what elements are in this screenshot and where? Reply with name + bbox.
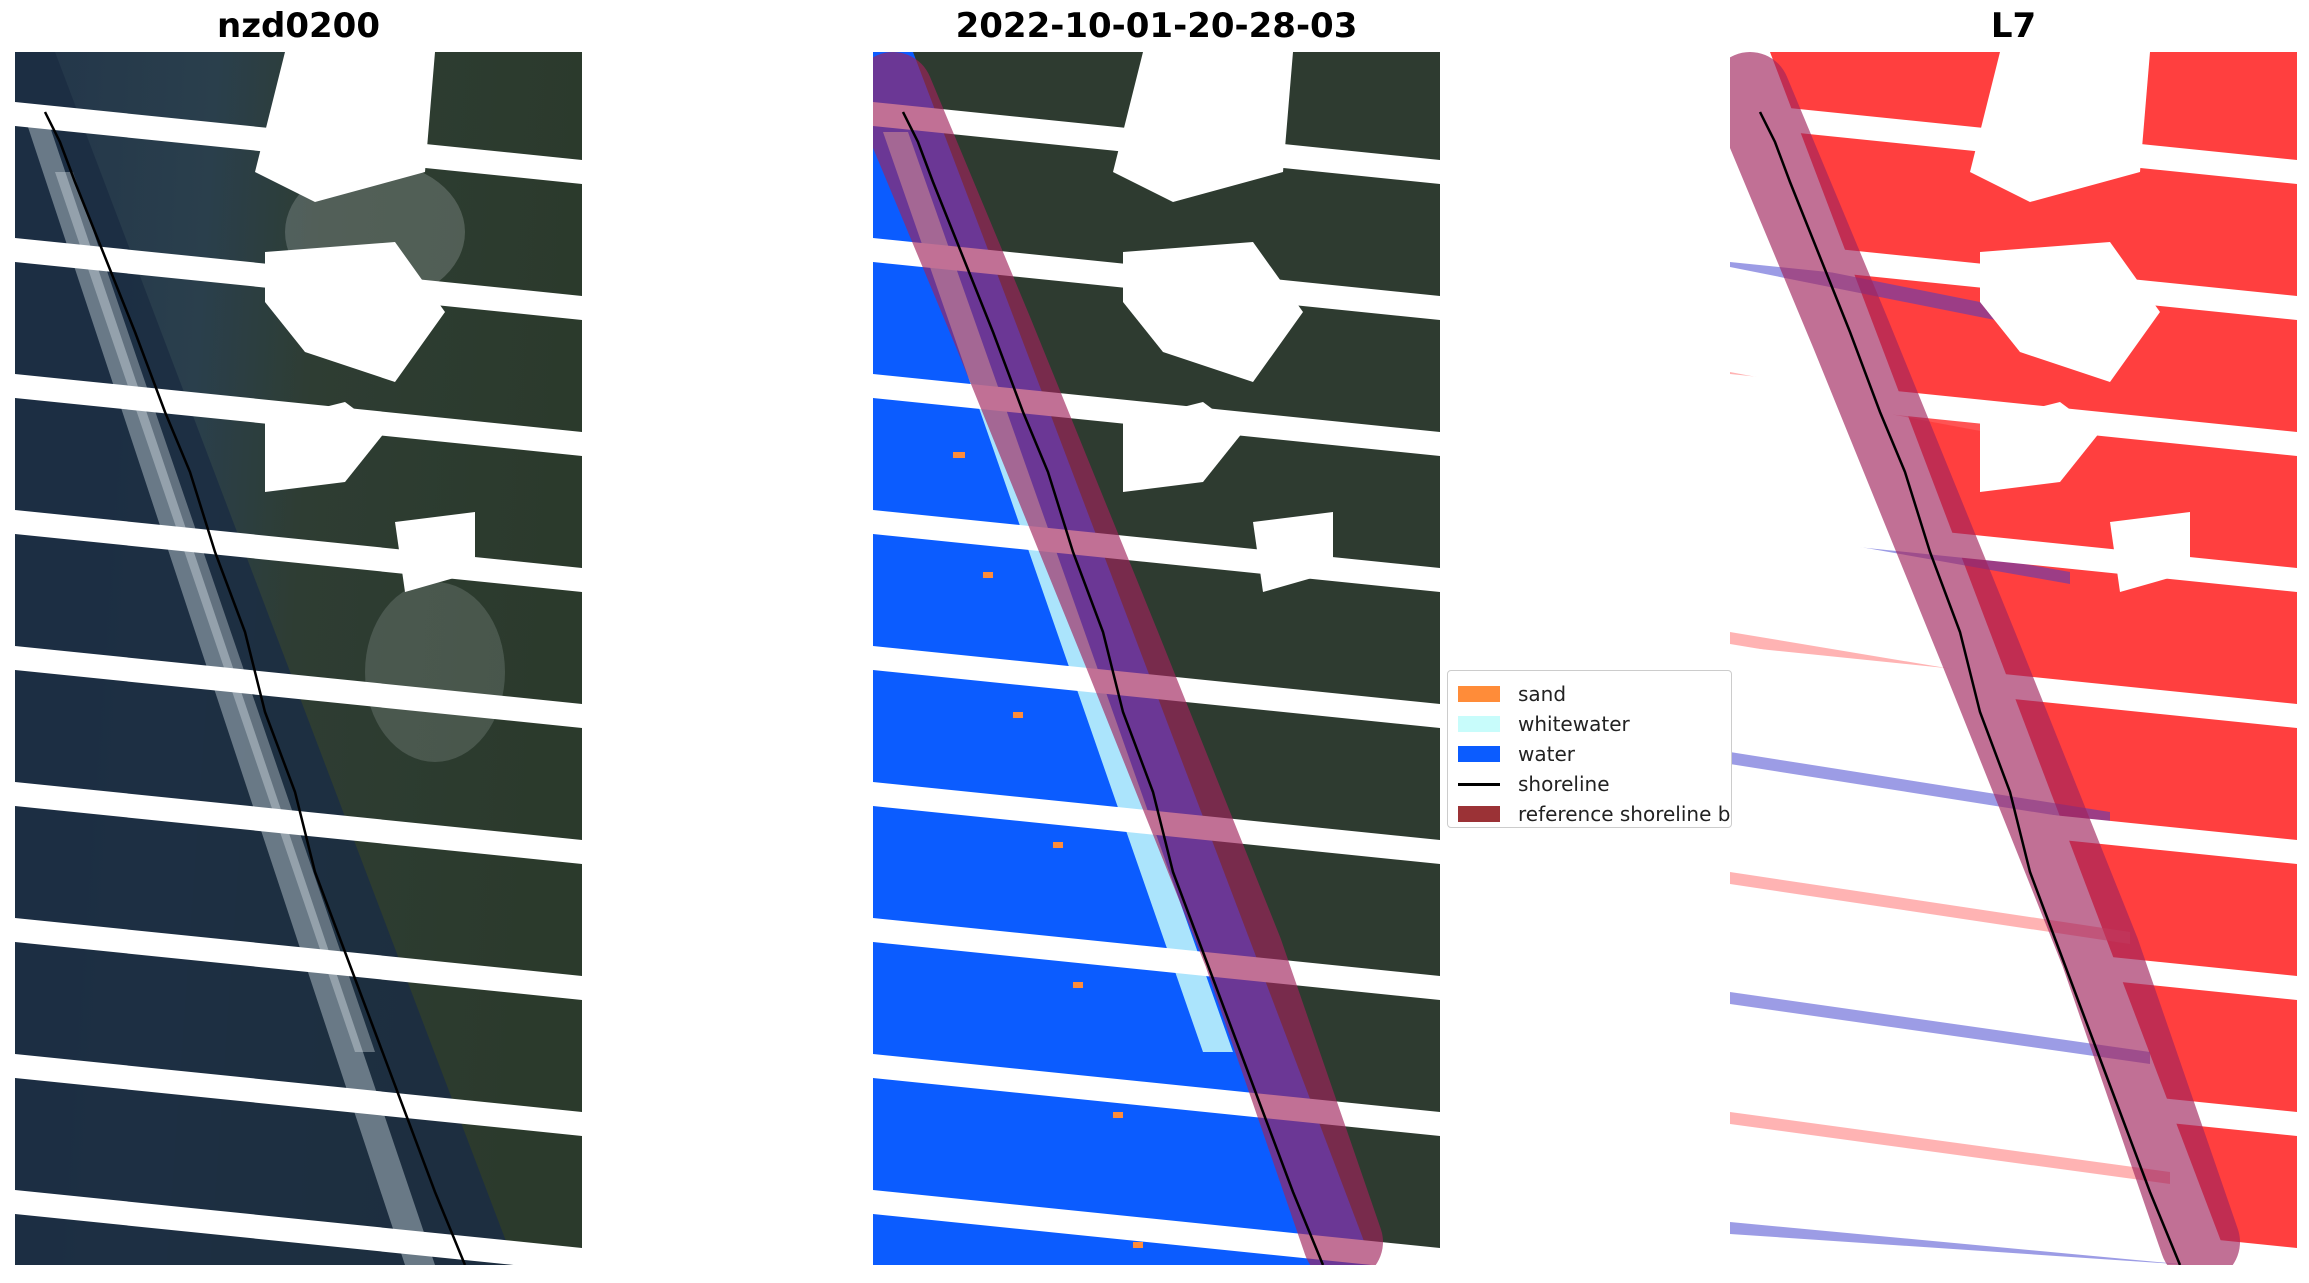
legend-item-shoreline: shoreline [1458, 769, 1721, 799]
classification-panel [873, 52, 1440, 1265]
legend-item-whitewater: whitewater [1458, 709, 1721, 739]
scan-gap-stripes [15, 102, 582, 1265]
legend-item-water: water [1458, 739, 1721, 769]
l7-image [1730, 52, 2297, 1265]
legend-swatch-buffer [1458, 806, 1500, 822]
legend-swatch-water [1458, 746, 1500, 762]
legend: sand whitewater water shoreline referenc… [1447, 670, 1732, 828]
legend-item-sand: sand [1458, 679, 1721, 709]
panel-title-rgb: nzd0200 [217, 6, 380, 46]
panel-title-satellite: L7 [1990, 6, 2037, 46]
legend-label-whitewater: whitewater [1518, 712, 1630, 736]
classification-image [873, 52, 1440, 1265]
shoreline-line [901, 111, 1325, 1265]
rgb-image-panel [15, 52, 582, 1265]
legend-swatch-sand [1458, 686, 1500, 702]
legend-swatch-whitewater [1458, 716, 1500, 732]
shoreline-line [1758, 111, 2182, 1265]
legend-swatch-shoreline [1458, 782, 1500, 786]
rgb-image [15, 52, 582, 1265]
legend-item-buffer: reference shoreline buffer [1458, 799, 1731, 827]
panel-title-date: 2022-10-01-20-28-03 [955, 6, 1358, 46]
legend-label-buffer: reference shoreline buffer [1518, 802, 1731, 826]
legend-label-water: water [1518, 742, 1575, 766]
legend-label-shoreline: shoreline [1518, 772, 1610, 796]
l7-panel [1730, 52, 2297, 1265]
shoreline-line [43, 111, 467, 1265]
legend-label-sand: sand [1518, 682, 1567, 706]
